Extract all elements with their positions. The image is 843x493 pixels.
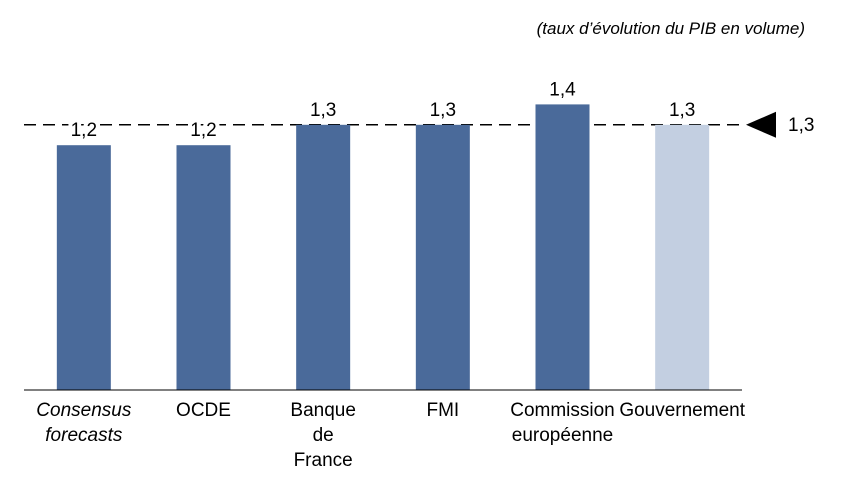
bar [56,145,111,390]
value-label: 1,2 [71,120,97,141]
x-tick-label: FMI [426,400,460,421]
bar [535,104,590,391]
value-label: 1,3 [310,100,336,121]
bar [655,124,710,391]
x-tick-label: Consensus forecasts [36,400,132,446]
value-label: 1,4 [549,79,576,100]
value-label: 1,3 [669,100,695,121]
value-label: 1,2 [190,120,216,141]
reference-label: 1,3 [788,115,814,136]
x-tick-label: Gouvernement [619,400,745,421]
x-tick-label: Commission européenne [510,400,615,446]
x-tick-label: Banque de France [290,400,356,471]
value-label: 1,3 [430,100,456,121]
bar [415,124,470,391]
chart-subtitle: (taux d’évolution du PIB en volume) [536,19,805,38]
reference-marker [746,111,776,138]
bar [176,145,231,390]
x-tick-label: OCDE [176,400,231,421]
bar [296,124,351,391]
